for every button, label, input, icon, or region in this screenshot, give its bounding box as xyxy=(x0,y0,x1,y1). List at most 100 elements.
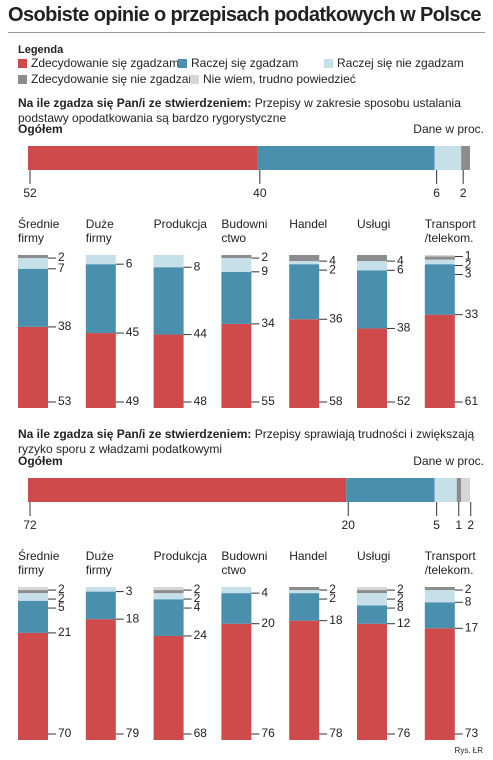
column-value: 68 xyxy=(194,726,208,740)
column-value: 2 xyxy=(329,591,336,605)
column-segment xyxy=(85,255,116,265)
group-label: /telekom. xyxy=(425,563,474,577)
column-segment xyxy=(18,268,48,327)
column-segment xyxy=(221,623,252,740)
column-segment xyxy=(357,328,387,408)
column-segment xyxy=(424,255,455,257)
column-segment xyxy=(18,326,48,408)
legend-label: Nie wiem, trudno powiedzieć xyxy=(203,72,356,86)
column-segment xyxy=(153,267,184,335)
column-value: 2 xyxy=(329,582,336,596)
column-value: 4 xyxy=(329,253,336,267)
total-segment xyxy=(461,478,470,502)
column-value: 6 xyxy=(126,256,133,270)
column-value: 79 xyxy=(126,726,140,740)
group-label: /telekom. xyxy=(425,231,474,245)
column-value: 78 xyxy=(329,726,343,740)
column-value: 58 xyxy=(329,394,343,408)
total-segment xyxy=(434,146,462,170)
column-value: 8 xyxy=(465,594,472,608)
total-segment xyxy=(434,478,457,502)
column-value: 70 xyxy=(58,726,72,740)
group-label: Transport xyxy=(425,549,477,563)
column-value: 8 xyxy=(397,600,404,614)
column-segment xyxy=(18,600,48,633)
column-segment xyxy=(289,590,320,594)
group-label: firmy xyxy=(86,563,112,577)
column-value: 44 xyxy=(194,327,208,341)
column-segment xyxy=(424,628,455,740)
column-segment xyxy=(221,258,252,272)
source: Rys. ŁR xyxy=(454,746,483,755)
column-value: 1 xyxy=(465,249,472,263)
column-value: 73 xyxy=(465,726,479,740)
column-value: 76 xyxy=(397,726,411,740)
column-segment xyxy=(153,334,184,408)
column-segment xyxy=(357,261,387,271)
column-value: 33 xyxy=(465,307,479,321)
column-segment xyxy=(289,255,320,262)
total-segment xyxy=(28,478,347,502)
question: Na ile zgadza się Pan/i ze stwierdzeniem… xyxy=(18,96,483,126)
total-value: 2 xyxy=(467,518,474,532)
column-value: 45 xyxy=(126,325,140,339)
column-value: 38 xyxy=(58,319,72,333)
column-segment xyxy=(85,333,116,408)
column-value: 38 xyxy=(397,321,411,335)
group-label: firmy xyxy=(86,231,112,245)
group-label: ctwo xyxy=(221,231,246,245)
column-segment xyxy=(18,632,48,740)
legend-title: Legenda xyxy=(18,44,64,56)
column-segment xyxy=(153,599,184,636)
legend-item: Nie wiem, trudno powiedzieć xyxy=(190,72,356,86)
column-value: 2 xyxy=(329,262,336,276)
column-segment xyxy=(357,605,387,624)
group-label: firmy xyxy=(18,231,44,245)
column-segment xyxy=(221,323,252,408)
column-value: 61 xyxy=(465,394,479,408)
question: Na ile zgadza się Pan/i ze stwierdzeniem… xyxy=(18,427,483,457)
group-label: firmy xyxy=(18,563,44,577)
group-label: Usługi xyxy=(357,549,390,563)
column-segment xyxy=(424,590,455,603)
column-value: 18 xyxy=(126,611,140,625)
column-segment xyxy=(289,261,320,265)
column-value: 17 xyxy=(465,620,479,634)
group-label: Średnie xyxy=(18,548,60,563)
column-value: 53 xyxy=(58,394,72,408)
total-segment xyxy=(28,146,258,170)
column-segment xyxy=(18,590,48,594)
column-value: 76 xyxy=(261,726,275,740)
column-segment xyxy=(357,587,387,591)
column-value: 9 xyxy=(261,264,268,278)
legend-swatch xyxy=(18,74,27,84)
legend-label: Raczej się zgadzam xyxy=(191,56,299,70)
column-value: 12 xyxy=(397,616,411,630)
column-value: 52 xyxy=(397,394,411,408)
unit-note: Dane w proc. xyxy=(413,122,484,136)
column-value: 49 xyxy=(126,394,140,408)
group-label: Duże xyxy=(86,549,114,563)
column-value: 55 xyxy=(261,394,275,408)
group-label: Produkcja xyxy=(154,217,208,231)
column-value: 2 xyxy=(58,250,65,264)
total-value: 1 xyxy=(455,518,462,532)
group-label: Transport xyxy=(425,217,477,231)
total-label: Ogółem xyxy=(18,122,63,136)
column-segment xyxy=(357,623,387,740)
group-label: Budowni xyxy=(221,217,267,231)
column-value: 36 xyxy=(329,311,343,325)
column-segment xyxy=(18,255,48,259)
legend-label: Zdecydowanie się nie zgadzam xyxy=(31,72,199,86)
total-value: 2 xyxy=(460,186,467,200)
legend-item: Raczej się nie zgadzam xyxy=(324,56,464,70)
column-value: 2 xyxy=(465,582,472,596)
column-value: 4 xyxy=(397,253,404,267)
total-segment xyxy=(346,478,435,502)
legend-item: Zdecydowanie się nie zgadzam xyxy=(18,72,198,86)
column-segment xyxy=(424,259,455,265)
column-value: 2 xyxy=(261,250,268,264)
column-value: 6 xyxy=(397,262,404,276)
column-segment xyxy=(221,587,252,594)
